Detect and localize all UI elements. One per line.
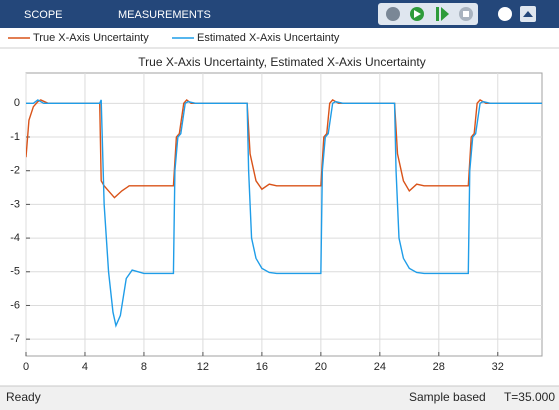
tab[interactable]: MEASUREMENTS — [118, 9, 211, 21]
status-mode: Sample based — [409, 390, 486, 404]
y-tick-label: -2 — [10, 165, 20, 177]
x-tick-label: 12 — [197, 361, 209, 373]
status-state: Ready — [6, 390, 41, 404]
y-tick-label: -5 — [10, 266, 20, 278]
series-line — [26, 98, 542, 199]
series-line — [26, 99, 542, 328]
x-tick-label: 28 — [433, 361, 445, 373]
settings-button[interactable] — [386, 7, 400, 21]
x-tick-label: 20 — [315, 361, 327, 373]
help-button[interactable] — [498, 7, 512, 21]
legend-label: True X-Axis Uncertainty — [33, 32, 149, 44]
status-bar — [0, 386, 559, 410]
x-tick-label: 32 — [492, 361, 504, 373]
status-time: T=35.000 — [504, 390, 555, 404]
y-tick-label: -3 — [10, 198, 20, 210]
collapse-icon — [523, 11, 533, 17]
y-tick-label: -4 — [10, 232, 20, 244]
x-tick-label: 0 — [23, 361, 29, 373]
y-tick-label: -6 — [10, 299, 20, 311]
toolbar: SCOPE MEASUREMENTS — [0, 0, 559, 28]
run-icon — [414, 10, 421, 18]
run-controls — [378, 3, 478, 25]
step-button[interactable] — [436, 7, 439, 21]
y-tick-label: -1 — [10, 131, 20, 143]
legend-label: Estimated X-Axis Uncertainty — [197, 32, 340, 44]
y-tick-label: 0 — [14, 97, 20, 109]
tab[interactable]: SCOPE — [24, 9, 63, 21]
y-tick-label: -7 — [10, 333, 20, 345]
x-tick-label: 24 — [374, 361, 386, 373]
x-tick-label: 16 — [256, 361, 268, 373]
x-tick-label: 8 — [141, 361, 147, 373]
chart-title: True X-Axis Uncertainty, Estimated X-Axi… — [138, 55, 425, 69]
x-tick-label: 4 — [82, 361, 88, 373]
step-icon — [441, 7, 449, 21]
stop-icon — [463, 11, 469, 17]
plot-area — [25, 72, 543, 357]
